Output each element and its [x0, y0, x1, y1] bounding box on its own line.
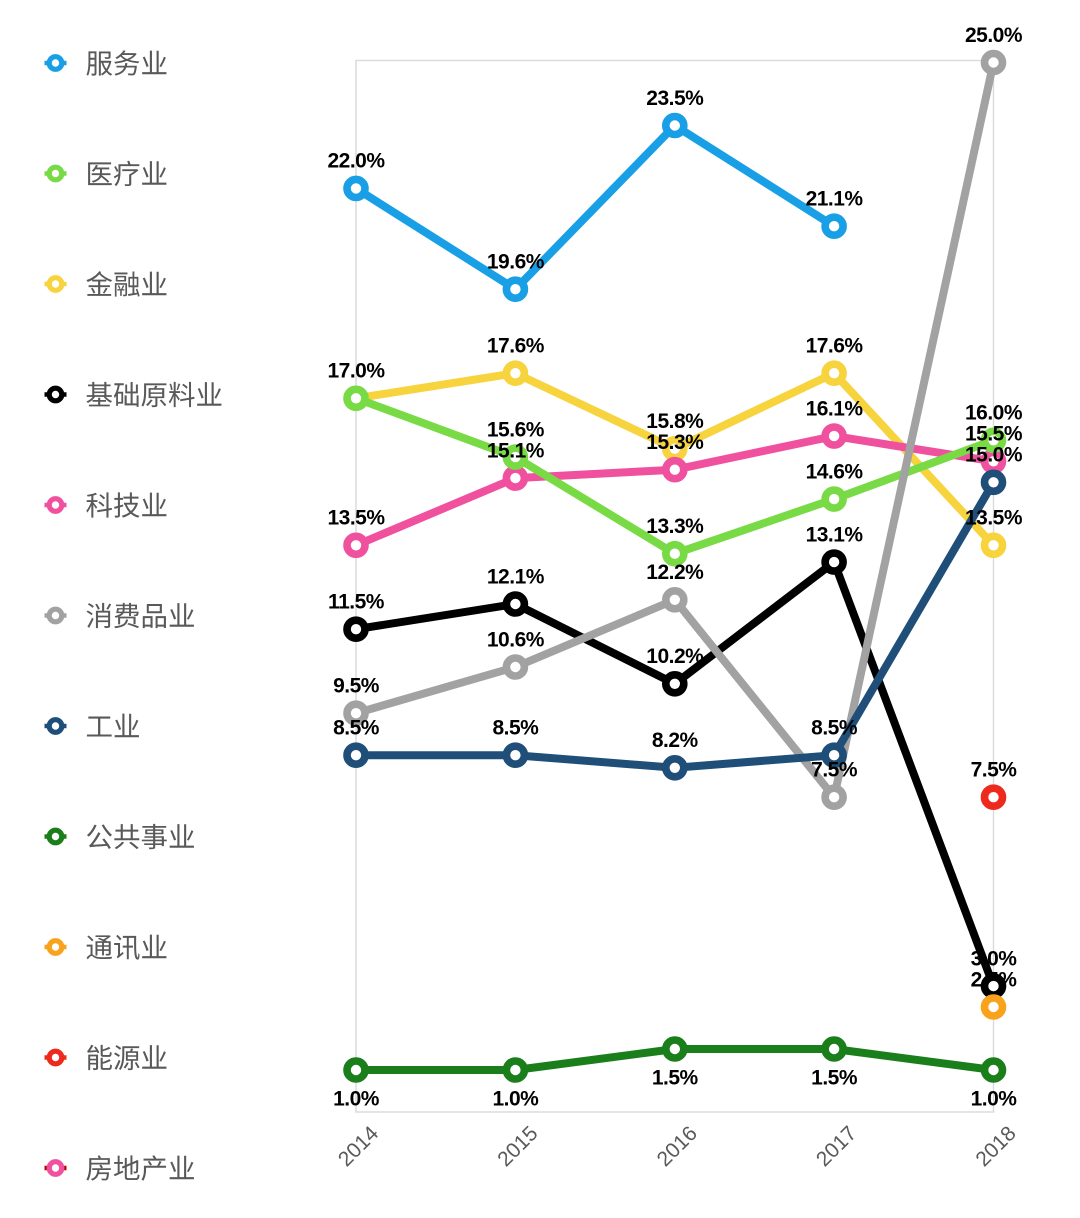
svg-text:13.1%: 13.1% — [806, 523, 864, 546]
svg-text:3.0%: 3.0% — [971, 947, 1018, 970]
svg-text:14.6%: 14.6% — [806, 460, 864, 483]
svg-text:15.3%: 15.3% — [646, 431, 704, 454]
svg-text:15.8%: 15.8% — [646, 410, 704, 433]
svg-text:19.6%: 19.6% — [487, 251, 545, 274]
svg-text:9.5%: 9.5% — [333, 675, 380, 698]
svg-text:8.2%: 8.2% — [652, 729, 699, 752]
svg-text:13.5%: 13.5% — [965, 507, 1023, 530]
svg-text:13.5%: 13.5% — [327, 507, 385, 530]
svg-text:15.0%: 15.0% — [965, 444, 1023, 467]
svg-text:1.0%: 1.0% — [492, 1087, 539, 1110]
svg-text:15.1%: 15.1% — [487, 439, 545, 462]
svg-text:16.0%: 16.0% — [965, 402, 1023, 425]
svg-text:15.6%: 15.6% — [487, 418, 545, 441]
svg-text:8.5%: 8.5% — [811, 717, 858, 740]
svg-text:7.5%: 7.5% — [811, 759, 858, 782]
svg-text:11.5%: 11.5% — [328, 591, 385, 614]
svg-text:8.5%: 8.5% — [492, 717, 539, 740]
svg-text:10.6%: 10.6% — [487, 628, 545, 651]
svg-text:1.5%: 1.5% — [652, 1066, 699, 1089]
svg-text:17.6%: 17.6% — [806, 335, 864, 358]
svg-text:25.0%: 25.0% — [965, 24, 1023, 47]
svg-text:16.1%: 16.1% — [806, 397, 864, 420]
svg-text:21.1%: 21.1% — [806, 188, 864, 211]
svg-text:7.5%: 7.5% — [971, 759, 1018, 782]
svg-text:15.5%: 15.5% — [965, 423, 1023, 446]
svg-text:17.0%: 17.0% — [327, 360, 385, 383]
svg-text:13.3%: 13.3% — [646, 515, 704, 538]
svg-text:12.2%: 12.2% — [646, 561, 704, 584]
svg-text:1.0%: 1.0% — [333, 1087, 380, 1110]
svg-text:23.5%: 23.5% — [646, 87, 704, 110]
svg-text:12.1%: 12.1% — [487, 565, 545, 588]
svg-text:10.2%: 10.2% — [646, 645, 704, 668]
svg-text:17.6%: 17.6% — [487, 335, 545, 358]
svg-text:1.5%: 1.5% — [811, 1066, 858, 1089]
svg-text:1.0%: 1.0% — [971, 1087, 1018, 1110]
svg-text:8.5%: 8.5% — [333, 717, 380, 740]
svg-text:22.0%: 22.0% — [327, 150, 385, 173]
